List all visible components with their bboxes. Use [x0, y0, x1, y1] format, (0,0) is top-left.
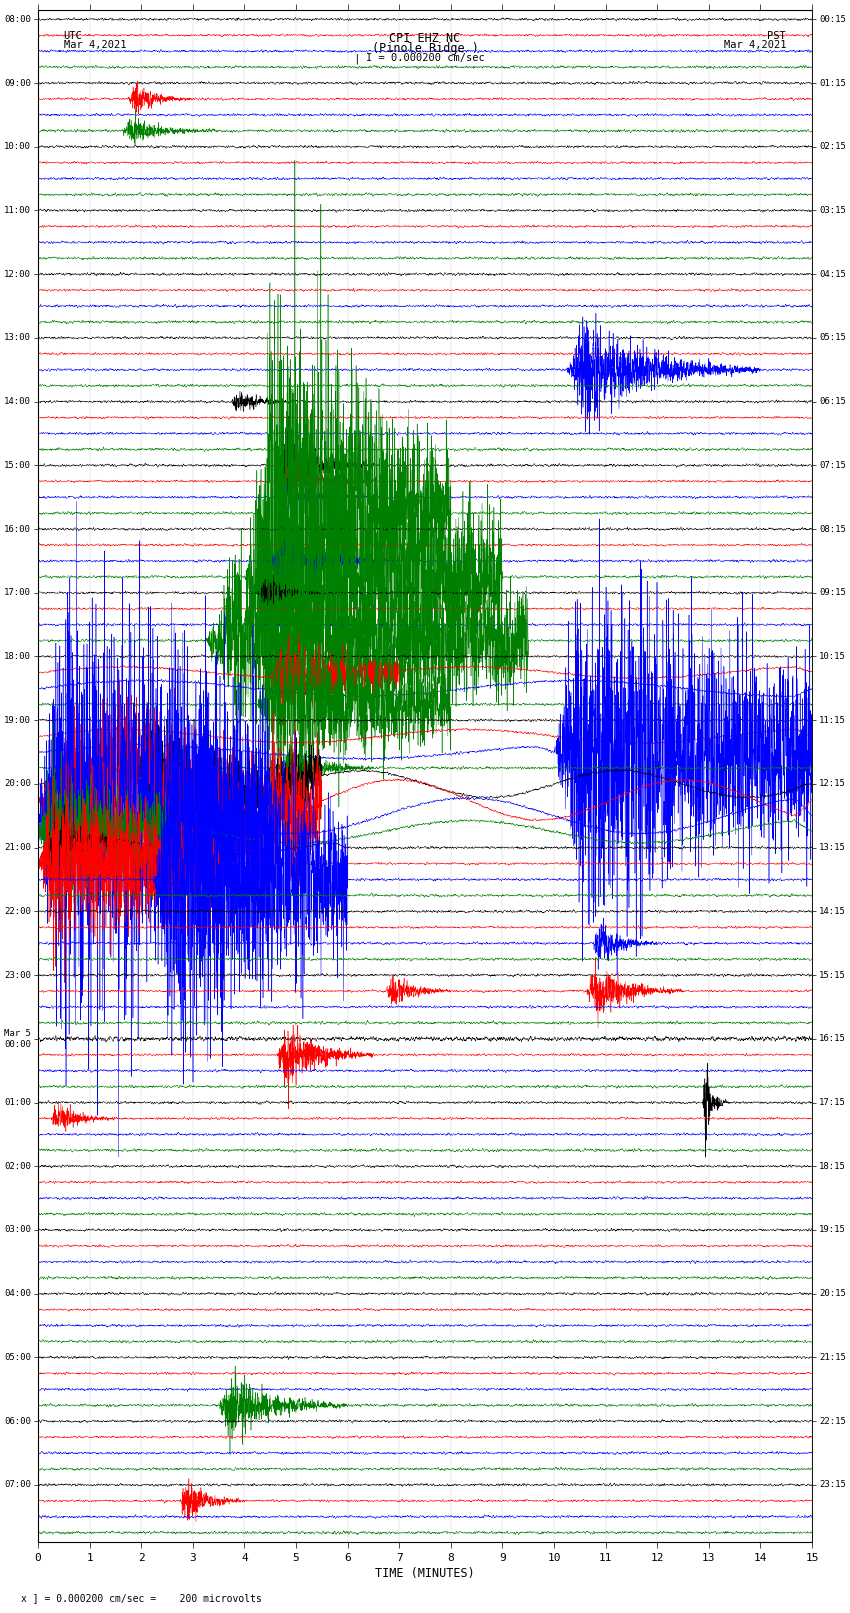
X-axis label: TIME (MINUTES): TIME (MINUTES)	[375, 1566, 475, 1579]
Text: I = 0.000200 cm/sec: I = 0.000200 cm/sec	[366, 53, 484, 63]
Text: PST: PST	[768, 31, 786, 40]
Text: Mar 4,2021: Mar 4,2021	[64, 40, 127, 50]
Text: Mar 4,2021: Mar 4,2021	[723, 40, 786, 50]
Text: (Pinole Ridge ): (Pinole Ridge )	[371, 42, 479, 55]
Text: UTC: UTC	[64, 31, 82, 40]
Text: CPI EHZ NC: CPI EHZ NC	[389, 32, 461, 45]
Text: |: |	[353, 53, 360, 65]
Text: x ] = 0.000200 cm/sec =    200 microvolts: x ] = 0.000200 cm/sec = 200 microvolts	[21, 1594, 262, 1603]
